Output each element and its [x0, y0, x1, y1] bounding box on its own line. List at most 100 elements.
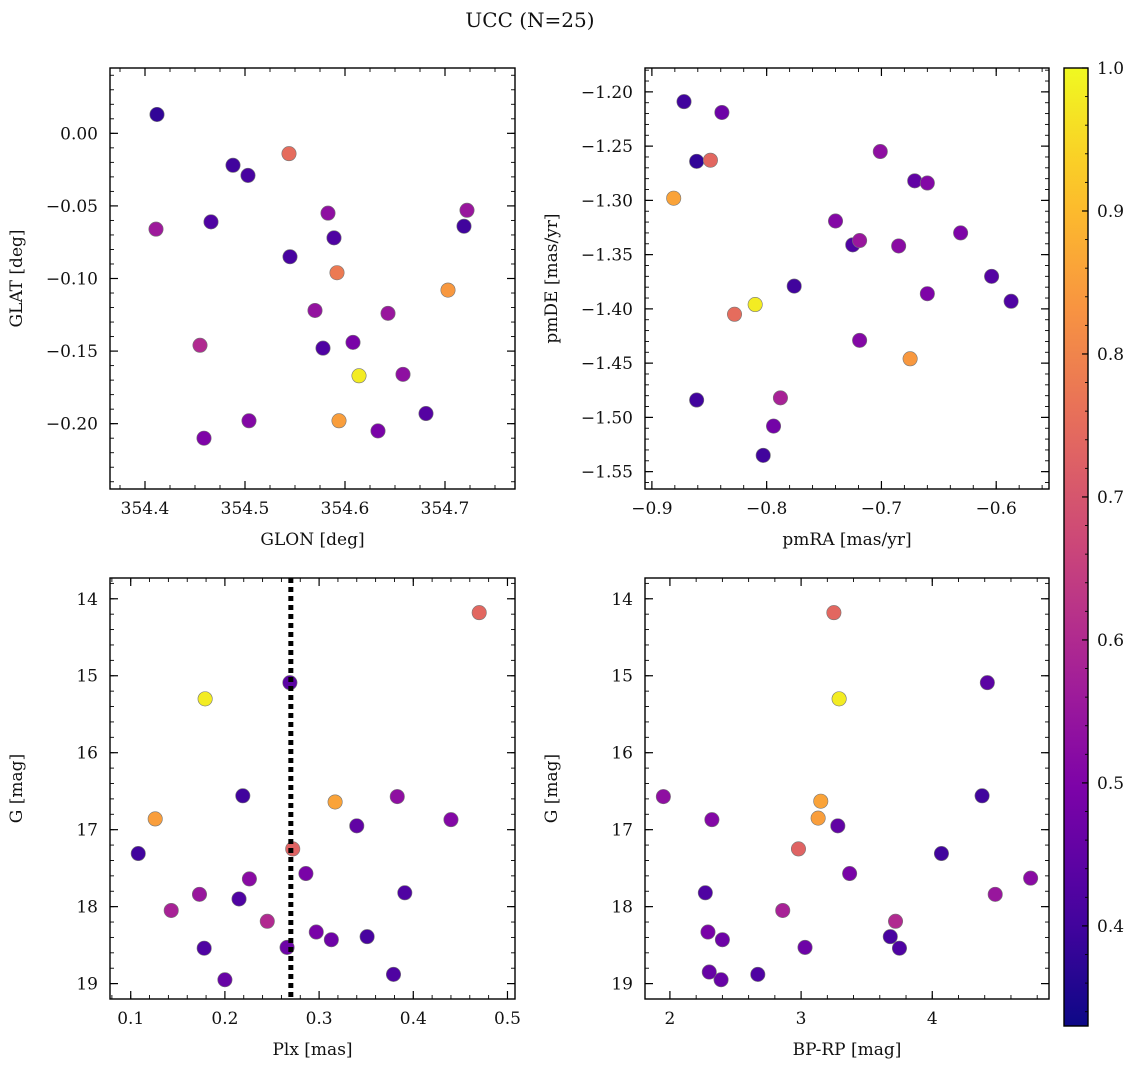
scatter-point	[331, 413, 347, 429]
scatter-point	[385, 966, 401, 982]
scatter-point	[775, 902, 791, 918]
y-tick-label: 16	[611, 744, 633, 764]
y-tick-label: −1.35	[581, 246, 633, 266]
axes-frame	[109, 67, 516, 490]
scatter-point	[225, 157, 241, 173]
scatter-point	[831, 691, 847, 707]
axes-frame	[644, 67, 1050, 490]
scatter-point	[786, 278, 802, 294]
scatter-point	[235, 788, 251, 804]
scatter-point	[689, 153, 705, 169]
axes-frame	[644, 577, 1050, 1000]
scatter-point	[282, 249, 298, 265]
figure-title: UCC (N=25)	[465, 8, 594, 32]
y-tick-label: 14	[76, 590, 98, 610]
scatter-point	[747, 297, 763, 313]
scatter-point	[882, 929, 898, 945]
x-axis-label: pmRA [mas/yr]	[782, 530, 911, 550]
scatter-point	[389, 789, 405, 805]
scatter-point	[240, 167, 256, 183]
scatter-point	[891, 940, 907, 956]
x-tick-label: −0.8	[746, 499, 787, 519]
colorbar-tick-label: 0.8	[1097, 345, 1124, 365]
scatter-point	[196, 940, 212, 956]
scatter-point	[380, 305, 396, 321]
scatter-point	[714, 932, 730, 948]
scatter-point	[440, 282, 456, 298]
scatter-point	[351, 368, 367, 384]
y-tick-label: −1.55	[581, 463, 633, 483]
scatter-point	[315, 340, 331, 356]
y-tick-label: −1.30	[581, 191, 633, 211]
scatter-point	[790, 841, 806, 857]
scatter-point	[828, 213, 844, 229]
panel-pmra-pmde: −0.9 −0.8 −0.7 −0.6 −1.55 −1.50 −1.45 −1.40 −1.3…	[542, 67, 1050, 550]
scatter-point	[443, 812, 459, 828]
colorbar: 0.4 0.5 0.6 0.7 0.8 0.9 1.0	[1063, 59, 1124, 1027]
scatter-point	[359, 929, 375, 945]
scatter-point	[704, 812, 720, 828]
y-tick-label: 0.00	[60, 124, 98, 144]
scatter-point	[241, 871, 257, 887]
y-tick-label: 18	[611, 898, 633, 918]
x-axis-label: BP-RP [mag]	[793, 1040, 902, 1060]
panel-glon-glat: 354.4 354.5 354.6 354.7 −0.20 −0.15 −0.10 −0.05…	[7, 67, 516, 550]
scatter-point	[320, 205, 336, 221]
scatter-point	[192, 337, 208, 353]
x-tick-label: 4	[927, 1009, 938, 1029]
scatter-point	[459, 202, 475, 218]
panels: 354.4 354.5 354.6 354.7 −0.20 −0.15 −0.10 −0.05…	[7, 67, 1050, 1060]
scatter-point	[813, 793, 829, 809]
scatter-point	[987, 886, 1003, 902]
y-tick-label: −1.40	[581, 300, 633, 320]
colorbar-tick-label: 0.5	[1097, 774, 1124, 794]
y-tick-label: 14	[611, 590, 633, 610]
axes-frame	[109, 577, 516, 1000]
scatter-point	[203, 214, 219, 230]
scatter-point	[842, 866, 858, 882]
y-tick-label: −1.50	[581, 408, 633, 428]
scatter-point	[666, 190, 682, 206]
scatter-point	[953, 225, 969, 241]
y-tick-label: −1.25	[581, 137, 633, 157]
scatter-point	[702, 152, 718, 168]
scatter-point	[902, 351, 918, 367]
scatter-point	[130, 846, 146, 862]
y-axis-label: G [mag]	[7, 754, 27, 823]
scatter-point	[323, 932, 339, 948]
scatter-point	[456, 218, 472, 234]
x-tick-label: 354.5	[221, 499, 270, 519]
scatter-point	[797, 939, 813, 955]
scatter-point	[345, 334, 361, 350]
y-tick-label: −1.45	[581, 354, 633, 374]
scatter-point	[714, 104, 730, 120]
y-axis-label: GLAT [deg]	[7, 229, 27, 327]
scatter-point	[727, 306, 743, 322]
scatter-point	[689, 392, 705, 408]
scatter-point	[149, 106, 165, 122]
scatter-point	[327, 794, 343, 810]
x-tick-label: −0.6	[976, 499, 1017, 519]
scatter-point	[933, 846, 949, 862]
scatter-point	[919, 286, 935, 302]
scatter-point	[701, 964, 717, 980]
scatter-point	[755, 447, 771, 463]
panel-plx-g: 0.1 0.2 0.3 0.4 0.5 14 15 16 17 18 19 Plx [mas] G [m…	[7, 577, 521, 1060]
scatter-point	[984, 268, 1000, 284]
x-tick-label: 0.2	[211, 1009, 238, 1029]
scatter-point	[197, 691, 213, 707]
scatter-point	[919, 175, 935, 191]
colorbar-gradient	[1064, 68, 1088, 1026]
y-axis-label: pmDE [mas/yr]	[542, 213, 562, 343]
scatter-point	[826, 605, 842, 621]
scatter-point	[418, 406, 434, 422]
y-tick-label: 19	[76, 975, 98, 995]
y-tick-label: −0.05	[46, 197, 98, 217]
scatter-point	[676, 94, 692, 110]
colorbar-tick-label: 1.0	[1097, 59, 1124, 79]
scatter-point	[231, 891, 247, 907]
colorbar-tick-label: 0.7	[1097, 488, 1124, 508]
scatter-point	[852, 233, 868, 249]
y-tick-label: 15	[611, 667, 633, 687]
scatter-point	[259, 913, 275, 929]
